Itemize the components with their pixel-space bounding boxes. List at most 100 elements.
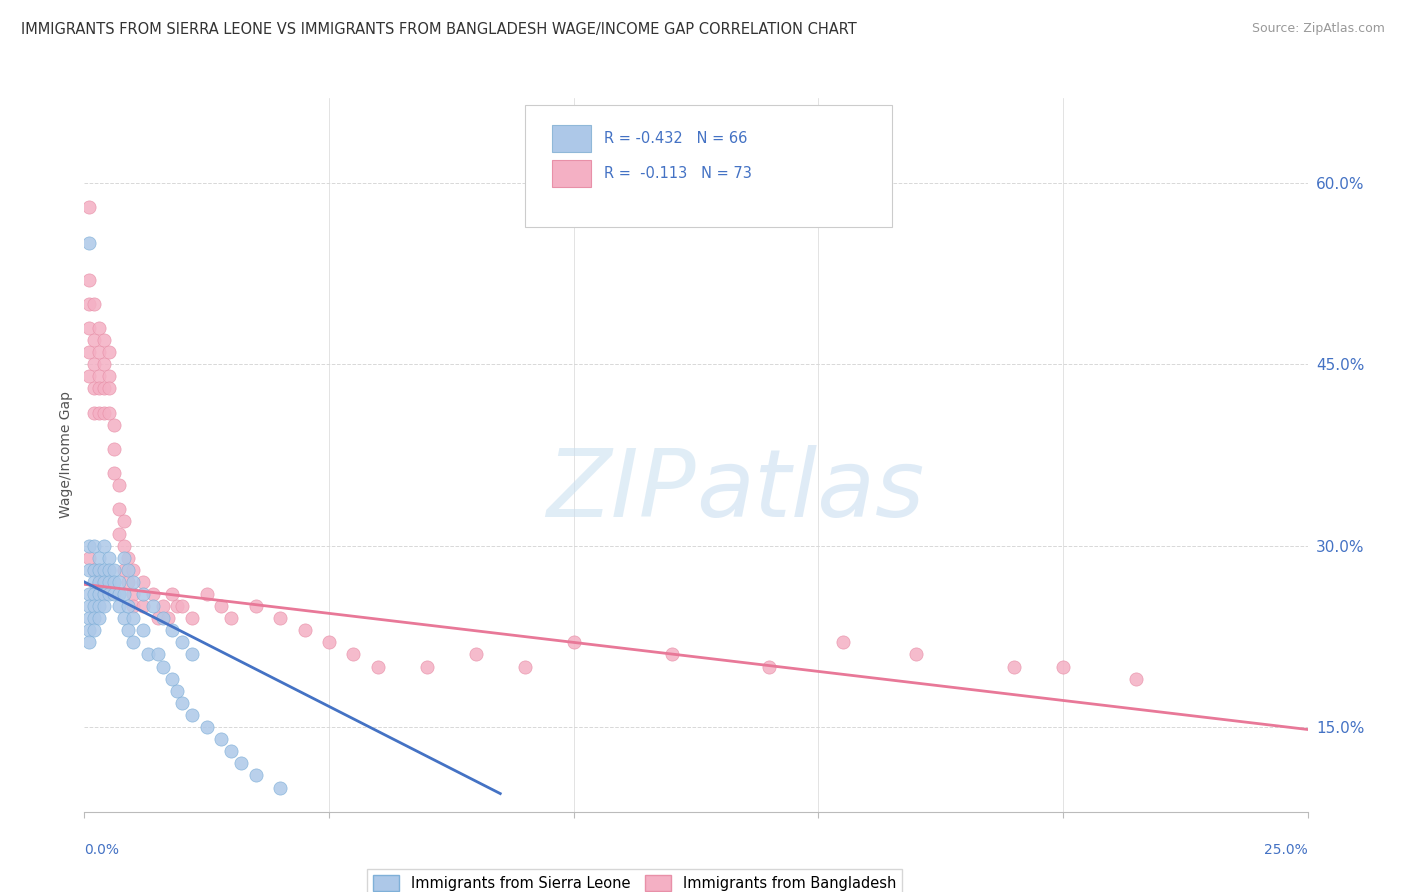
Point <box>87 550 110 565</box>
Point <box>107 587 129 601</box>
Point <box>87 599 110 613</box>
Point <box>77 563 100 577</box>
Point <box>195 720 218 734</box>
Text: Source: ZipAtlas.com: Source: ZipAtlas.com <box>1251 22 1385 36</box>
Point <box>107 574 129 589</box>
Point <box>219 744 242 758</box>
Point <box>122 587 145 601</box>
Point <box>117 599 139 613</box>
Point <box>107 478 129 492</box>
Point <box>122 599 145 613</box>
Point <box>93 357 115 371</box>
Point <box>136 648 159 662</box>
Point <box>132 587 155 601</box>
Point <box>209 732 232 747</box>
Point <box>181 611 204 625</box>
Point <box>229 756 252 771</box>
Point <box>103 587 125 601</box>
Point <box>97 369 120 384</box>
Point <box>112 550 135 565</box>
Point <box>77 635 100 649</box>
Point <box>172 635 194 649</box>
Text: 0.0%: 0.0% <box>84 843 120 857</box>
Point <box>152 659 174 673</box>
Point <box>112 563 135 577</box>
Point <box>367 659 389 673</box>
Point <box>162 587 184 601</box>
Text: ZIP: ZIP <box>547 445 696 536</box>
Point <box>117 574 139 589</box>
Y-axis label: Wage/Income Gap: Wage/Income Gap <box>59 392 73 518</box>
Point <box>294 624 316 638</box>
Point <box>269 780 291 795</box>
Bar <box>551 125 591 152</box>
Point <box>87 406 110 420</box>
Point <box>97 563 120 577</box>
Bar <box>551 161 591 187</box>
Point <box>83 574 105 589</box>
Point <box>831 635 853 649</box>
Point <box>661 648 683 662</box>
Point <box>93 587 115 601</box>
Point <box>132 574 155 589</box>
Point <box>93 333 115 347</box>
Point <box>112 539 135 553</box>
Point <box>318 635 340 649</box>
Point <box>172 599 194 613</box>
Point <box>1052 659 1074 673</box>
Point <box>97 406 120 420</box>
Point <box>77 587 100 601</box>
Text: R =  -0.113   N = 73: R = -0.113 N = 73 <box>605 166 752 181</box>
Point <box>172 696 194 710</box>
Point <box>87 574 110 589</box>
Point <box>152 599 174 613</box>
Point <box>152 611 174 625</box>
Point <box>87 611 110 625</box>
Point <box>87 563 110 577</box>
Point <box>209 599 232 613</box>
Text: R = -0.432   N = 66: R = -0.432 N = 66 <box>605 130 748 145</box>
Point <box>77 369 100 384</box>
Point <box>87 369 110 384</box>
Point <box>758 659 780 673</box>
Point <box>83 563 105 577</box>
Point <box>83 563 105 577</box>
Point <box>77 624 100 638</box>
Point <box>219 611 242 625</box>
Point <box>142 599 165 613</box>
Point <box>83 381 105 395</box>
Point <box>83 333 105 347</box>
Point <box>132 624 155 638</box>
Point <box>146 611 169 625</box>
Point <box>112 611 135 625</box>
Point <box>87 345 110 359</box>
Point <box>93 381 115 395</box>
Point <box>83 587 105 601</box>
Point <box>132 599 155 613</box>
Point <box>83 357 105 371</box>
Point <box>77 550 100 565</box>
Point <box>97 381 120 395</box>
Point <box>97 574 120 589</box>
Point <box>117 550 139 565</box>
Point <box>181 648 204 662</box>
Point <box>93 587 115 601</box>
Point <box>107 526 129 541</box>
Point <box>342 648 364 662</box>
Point <box>77 236 100 251</box>
Point <box>245 599 267 613</box>
Point <box>122 563 145 577</box>
Point <box>77 321 100 335</box>
Point <box>156 611 179 625</box>
Point <box>562 635 585 649</box>
Point <box>166 683 188 698</box>
Text: atlas: atlas <box>696 445 924 536</box>
Point <box>195 587 218 601</box>
Point <box>107 599 129 613</box>
Point <box>87 587 110 601</box>
Point <box>103 574 125 589</box>
Point <box>83 624 105 638</box>
Point <box>122 574 145 589</box>
Point <box>93 406 115 420</box>
Point <box>93 563 115 577</box>
